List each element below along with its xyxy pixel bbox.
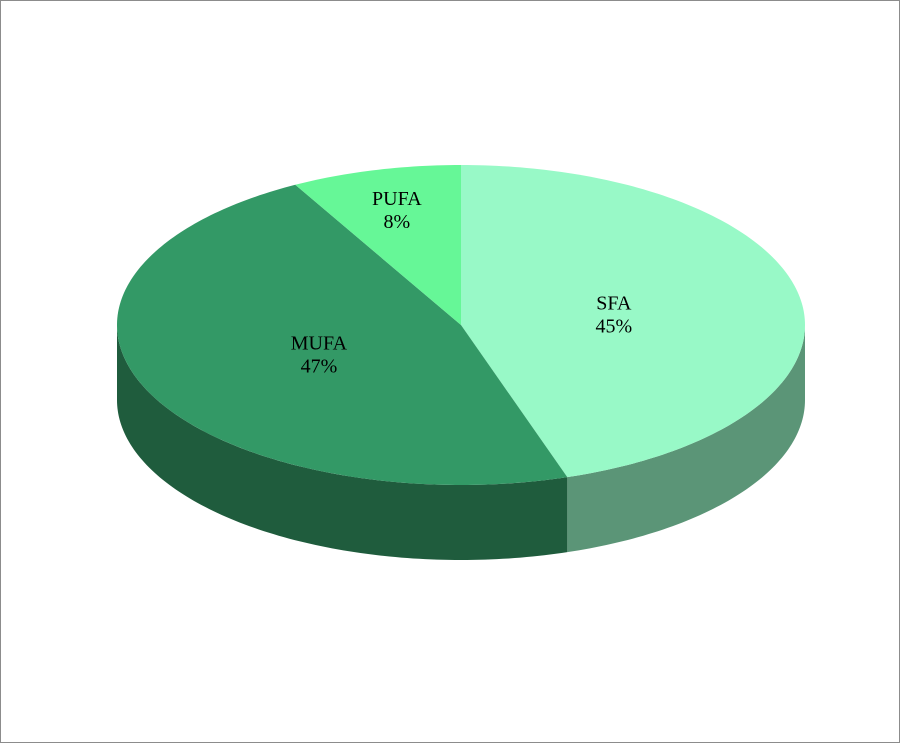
label-value: 8%: [384, 211, 411, 233]
slice-side: [117, 325, 568, 560]
slice: [295, 165, 461, 325]
data-label: PUFA 8%: [372, 188, 422, 233]
label-category: PUFA: [372, 188, 422, 210]
label-category: SFA: [596, 293, 632, 315]
slice: [117, 184, 568, 485]
slice-side: [567, 325, 805, 553]
slice: [461, 165, 805, 478]
data-label: MUFA 47%: [291, 333, 348, 378]
label-value: 47%: [301, 356, 338, 378]
data-label: SFA 45%: [596, 293, 633, 338]
label-value: 45%: [596, 316, 633, 338]
label-category: MUFA: [291, 333, 348, 355]
